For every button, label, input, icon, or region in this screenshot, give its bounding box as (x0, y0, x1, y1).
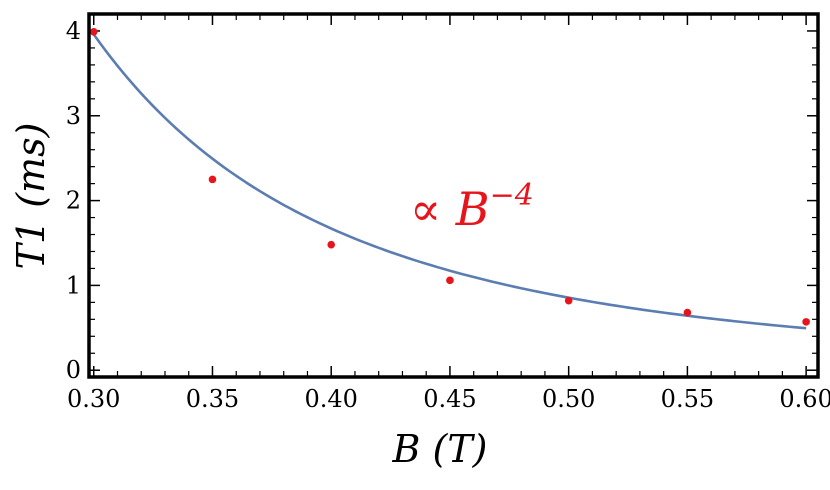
x-tick-label: 0.45 (423, 385, 476, 413)
plot-frame (87, 12, 820, 379)
x-tick-label: 0.40 (304, 385, 357, 413)
data-point (446, 276, 454, 285)
y-tick-labels: 0 1 2 3 4 (66, 17, 81, 384)
annotation-exponent: −4 (490, 178, 534, 213)
y-tick-label: 4 (66, 17, 81, 45)
y-tick-label: 2 (66, 187, 81, 215)
y-axis-label: T1 (ms) (9, 123, 53, 270)
x-tick-label: 0.55 (661, 385, 714, 413)
y-tick-label: 0 (66, 356, 81, 384)
x-tick-label: 0.50 (542, 385, 595, 413)
y-tick-label: 3 (66, 102, 81, 130)
data-points (89, 28, 810, 326)
data-point (683, 308, 692, 317)
x-axis-label: B (T) (392, 427, 488, 471)
data-point (802, 318, 810, 326)
x-tick-label: 0.60 (779, 385, 830, 413)
data-point (327, 240, 336, 249)
annotation-proportional: ∝ B−4 (410, 178, 534, 236)
data-point (208, 175, 217, 184)
x-tick-label: 0.35 (186, 385, 239, 413)
data-point (564, 296, 573, 305)
x-tick-label: 0.30 (67, 385, 120, 413)
y-tick-label: 1 (66, 271, 81, 299)
data-point (89, 28, 98, 36)
x-tick-labels: 0.30 0.35 0.40 0.45 0.50 0.55 0.60 (67, 385, 830, 413)
